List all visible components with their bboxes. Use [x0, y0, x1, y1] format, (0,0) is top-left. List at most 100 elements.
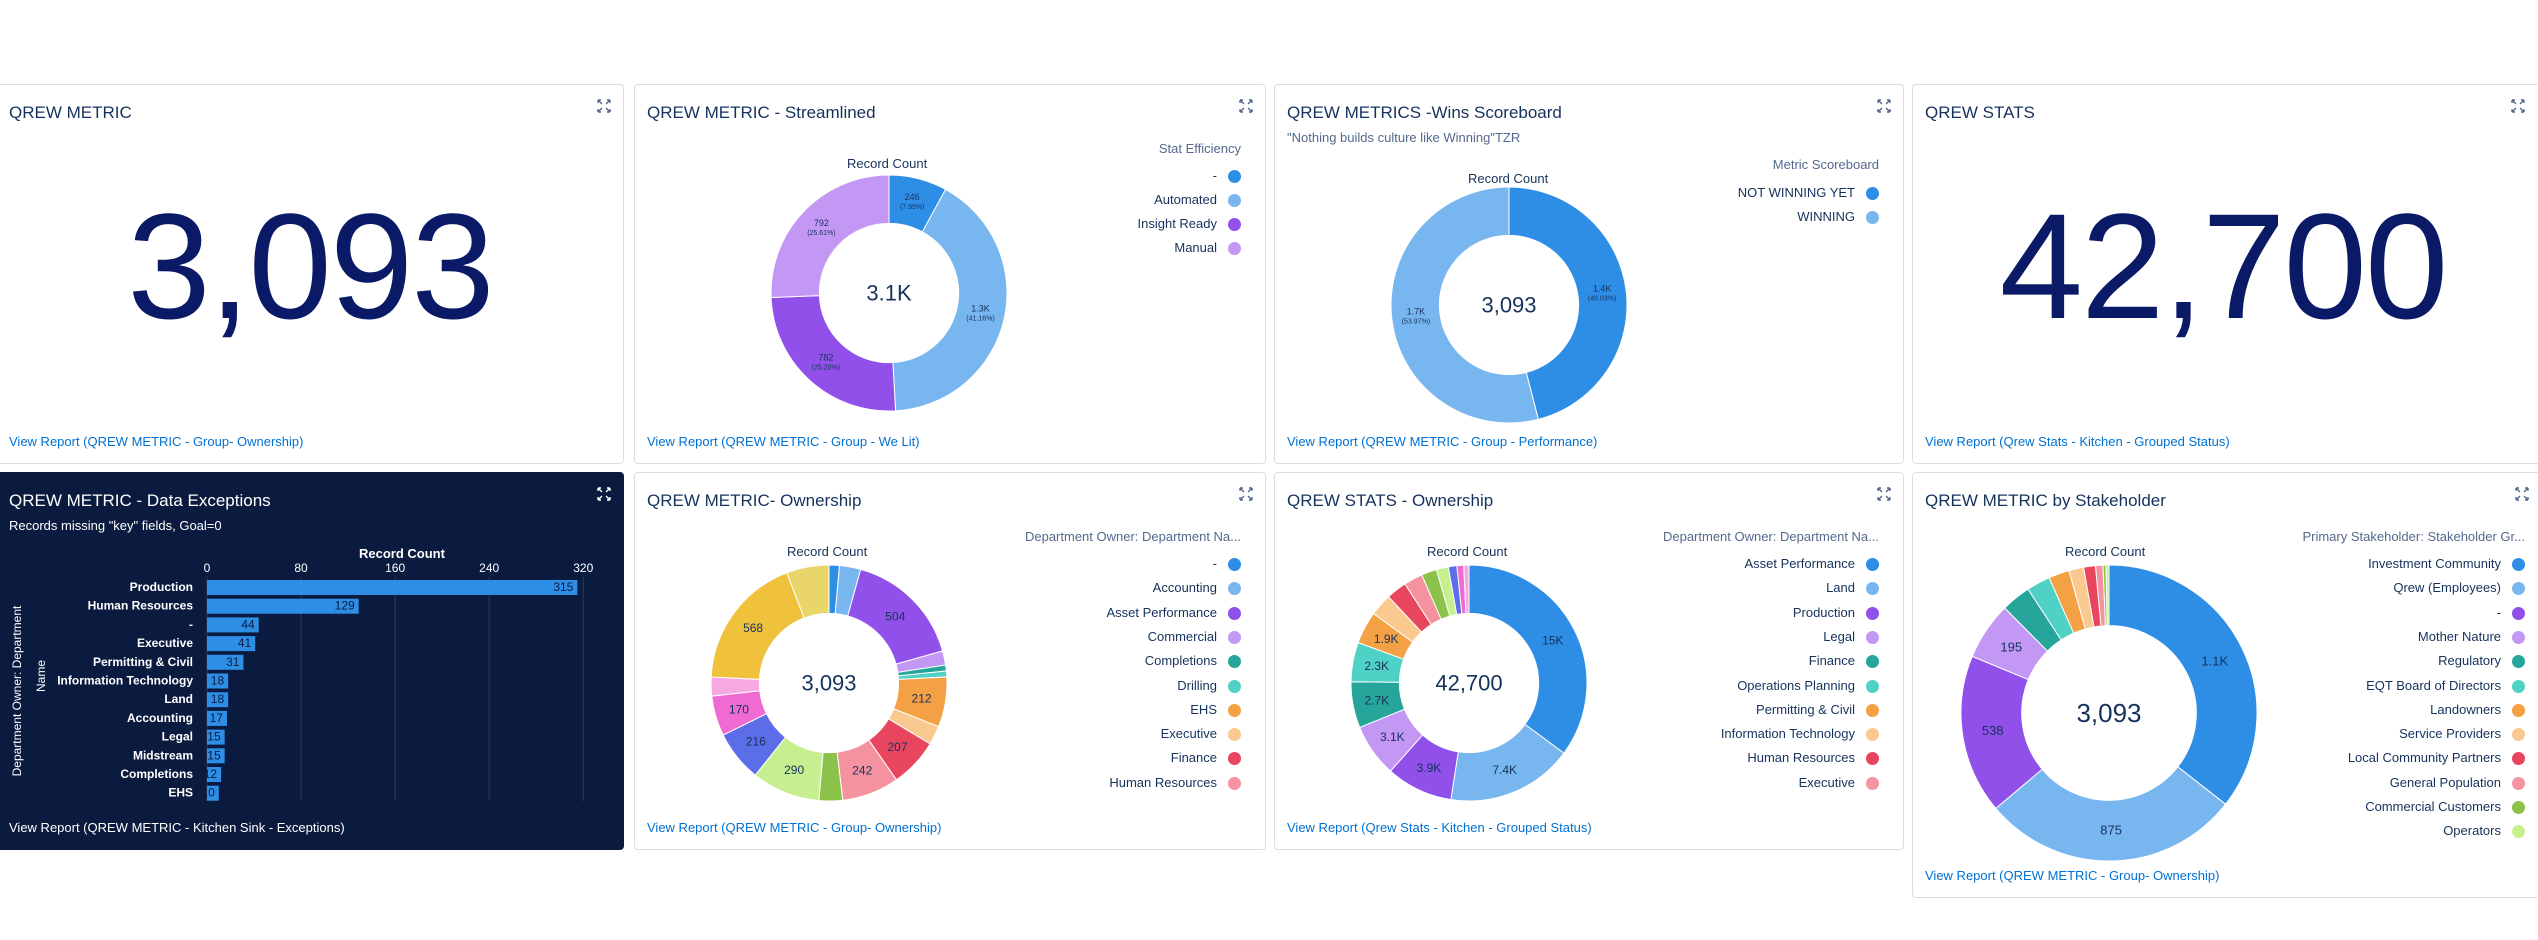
slice-label: 1.3K: [971, 304, 990, 314]
donut-slice[interactable]: [770, 295, 897, 412]
bar[interactable]: [207, 580, 578, 595]
legend-item[interactable]: Finance: [1808, 653, 1879, 669]
expand-icon[interactable]: [1239, 487, 1253, 501]
slice-label: 782: [818, 352, 833, 362]
y-axis-label: Department Owner: Department: [10, 605, 24, 776]
legend-item[interactable]: EHS: [1190, 702, 1241, 717]
bar-value-label: 315: [553, 580, 573, 594]
expand-icon[interactable]: [1239, 99, 1253, 113]
expand-icon[interactable]: [597, 487, 611, 501]
view-report-link[interactable]: View Report (QREW METRIC - Group- Owners…: [1925, 868, 2220, 883]
view-report-link[interactable]: View Report (QREW METRIC - Group - We Li…: [647, 434, 920, 449]
expand-icon[interactable]: [1877, 99, 1891, 113]
legend-item[interactable]: Information Technology: [1720, 726, 1879, 742]
slice-label: 2.3K: [1364, 659, 1389, 673]
expand-icon[interactable]: [2515, 487, 2529, 501]
view-report-link[interactable]: View Report (QREW METRIC - Group - Perfo…: [1287, 434, 1598, 449]
donut-center-value: 42,700: [1435, 671, 1502, 696]
legend-item[interactable]: Asset Performance: [1744, 556, 1879, 571]
legend-item-label: Completions: [1144, 653, 1217, 669]
donut-slice[interactable]: [892, 188, 1008, 412]
expand-icon[interactable]: [597, 99, 611, 113]
bar[interactable]: [207, 654, 244, 670]
bar-value-label: 41: [238, 636, 252, 650]
bar[interactable]: [207, 729, 225, 745]
expand-icon[interactable]: [2511, 99, 2525, 113]
legend-item-label: Landowners: [2430, 701, 2501, 717]
legend-item[interactable]: Commercial: [1148, 629, 1241, 644]
donut-slice[interactable]: [1468, 564, 1588, 754]
legend-item[interactable]: -: [2497, 605, 2525, 620]
legend-item[interactable]: Human Resources: [1747, 750, 1879, 766]
legend-item[interactable]: Operators: [2443, 823, 2525, 839]
legend-item[interactable]: Commercial Customers: [2365, 799, 2525, 814]
legend-item[interactable]: EQT Board of Directors: [2366, 678, 2525, 693]
bar[interactable]: [207, 673, 229, 689]
legend-item[interactable]: Finance: [1171, 750, 1241, 766]
chart-label: Record Count: [787, 544, 868, 559]
legend-item[interactable]: NOT WINNING YET: [1738, 185, 1879, 200]
donut-slice[interactable]: [1463, 564, 1470, 614]
slice-label: 3.9K: [1417, 761, 1442, 775]
bar-value-label: 12: [204, 767, 218, 781]
legend-item[interactable]: Landowners: [2430, 702, 2525, 717]
legend-item[interactable]: Land: [1826, 580, 1879, 596]
bar[interactable]: [207, 785, 219, 801]
bar[interactable]: [207, 748, 225, 764]
legend-item[interactable]: Drilling: [1177, 678, 1241, 693]
legend-item[interactable]: -: [1213, 168, 1241, 183]
legend-item[interactable]: Production: [1793, 605, 1879, 620]
donut-slice[interactable]: [1390, 186, 1539, 424]
legend-item[interactable]: Human Resources: [1109, 775, 1241, 790]
legend-item[interactable]: WINNING: [1797, 209, 1879, 224]
legend-item[interactable]: -: [1213, 556, 1241, 571]
legend-item-label: Information Technology: [1720, 726, 1855, 742]
legend-dot: [1228, 752, 1241, 766]
view-report-link[interactable]: View Report (QREW METRIC - Group- Owners…: [9, 434, 304, 449]
donut-slice[interactable]: [2108, 564, 2258, 805]
view-report-link[interactable]: View Report (QREW METRIC - Group- Owners…: [647, 820, 942, 835]
view-report-link[interactable]: View Report (Qrew Stats - Kitchen - Grou…: [1287, 820, 1592, 835]
legend-item-label: EHS: [1190, 701, 1217, 717]
donut-slice[interactable]: [1995, 766, 2227, 862]
legend-dot: [1866, 679, 1879, 693]
legend-dot: [2512, 679, 2525, 693]
legend-item[interactable]: General Population: [2390, 775, 2525, 790]
bar[interactable]: [207, 692, 229, 708]
donut-chart-stats-ownership: 15K 7.4K 3.9K 3.1K 2.7K 2.3K 1.9K 42,700: [1350, 564, 1588, 802]
bar[interactable]: [207, 598, 359, 614]
bar[interactable]: [207, 710, 227, 726]
legend-item[interactable]: Legal: [1823, 629, 1879, 644]
card-title: QREW METRICS -Wins Scoreboard: [1287, 103, 1562, 122]
expand-icon[interactable]: [1877, 487, 1891, 501]
legend-item[interactable]: Accounting: [1153, 580, 1241, 596]
legend-item[interactable]: Executive: [1799, 775, 1879, 790]
slice-label: 216: [746, 735, 766, 749]
legend-item[interactable]: Automated: [1154, 192, 1241, 207]
legend-item[interactable]: Qrew (Employees): [2393, 580, 2525, 596]
bar[interactable]: [207, 617, 259, 633]
legend-item[interactable]: Permitting & Civil: [1756, 702, 1879, 717]
legend-item-label: Finance: [1808, 653, 1855, 669]
legend-item[interactable]: Operations Planning: [1737, 678, 1879, 693]
legend-item[interactable]: Service Providers: [2399, 726, 2525, 742]
bar[interactable]: [207, 767, 222, 782]
donut-slice[interactable]: [2105, 564, 2110, 627]
view-report-link[interactable]: View Report (QREW METRIC - Kitchen Sink …: [9, 820, 345, 835]
legend-item[interactable]: Insight Ready: [1138, 216, 1241, 231]
legend-item[interactable]: Investment Community: [2368, 556, 2525, 571]
legend-item[interactable]: Asset Performance: [1106, 605, 1241, 620]
view-report-link[interactable]: View Report (Qrew Stats - Kitchen - Grou…: [1925, 434, 2230, 449]
bar[interactable]: [207, 636, 256, 652]
donut-slice[interactable]: [786, 564, 830, 619]
legend-item[interactable]: Completions: [1144, 653, 1241, 669]
legend-item[interactable]: Regulatory: [2438, 653, 2525, 669]
legend-item[interactable]: Local Community Partners: [2348, 750, 2525, 766]
donut-slice[interactable]: [770, 174, 890, 299]
legend-item[interactable]: Manual: [1174, 240, 1241, 255]
bar-value-label: 15: [207, 730, 221, 744]
donut-slice[interactable]: [1508, 186, 1628, 420]
category-label: Information Technology: [57, 674, 193, 688]
legend-item[interactable]: Executive: [1161, 726, 1241, 742]
legend-item[interactable]: Mother Nature: [2418, 629, 2525, 644]
